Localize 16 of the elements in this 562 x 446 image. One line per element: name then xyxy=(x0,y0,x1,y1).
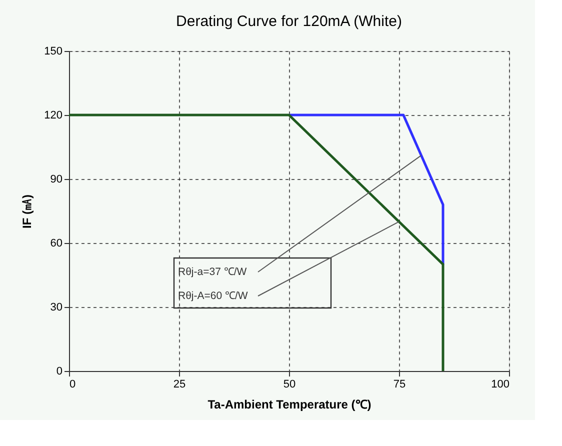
y-tick-label: 0 xyxy=(56,366,62,378)
y-tick-label: 30 xyxy=(50,302,62,314)
y-tick-label: 150 xyxy=(44,46,62,58)
y-tick-label: 90 xyxy=(50,174,62,186)
x-axis-title: Ta-Ambient Temperature (℃) xyxy=(208,398,372,412)
y-tick-label: 120 xyxy=(44,110,62,122)
y-tick-label: 60 xyxy=(50,238,62,250)
x-tick-label: 50 xyxy=(283,378,296,390)
y-axis-title: IF (㎃) xyxy=(20,194,34,228)
chart-title: Derating Curve for 120mA (White) xyxy=(176,13,402,30)
x-tick-label: 25 xyxy=(173,378,186,390)
annotation: Rθj-A=60 ℃/W xyxy=(178,290,248,302)
x-tick-label: 75 xyxy=(393,378,406,390)
x-tick-label: 100 xyxy=(491,378,510,390)
x-tick-label: 0 xyxy=(70,378,76,390)
annotation: Rθj-a=37 ℃/W xyxy=(178,266,247,278)
